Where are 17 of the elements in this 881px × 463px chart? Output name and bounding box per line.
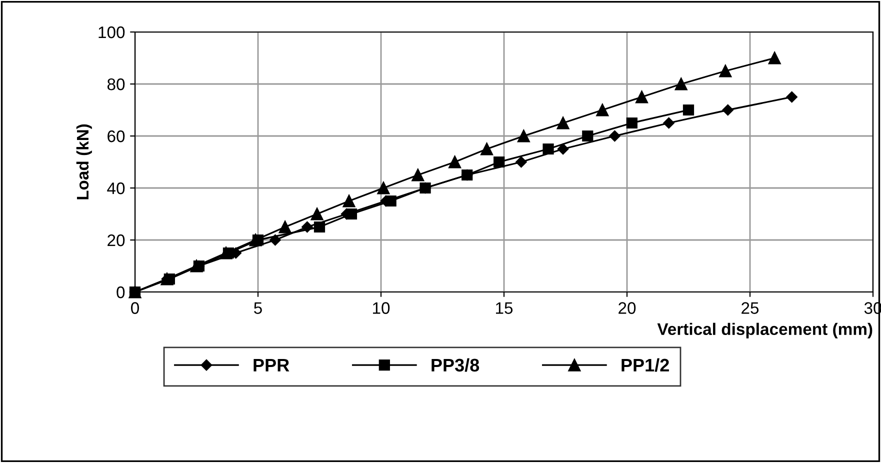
y-tick-label: 0 — [116, 286, 125, 298]
legend-label: PPR — [254, 358, 290, 372]
y-tick-label: 100 — [98, 26, 125, 38]
x-tick-label: 25 — [742, 302, 759, 314]
legend-label: PP3/8 — [432, 358, 480, 372]
y-tick-label: 80 — [107, 78, 125, 90]
y-tick-label: 20 — [108, 234, 125, 246]
x-tick-label: 20 — [618, 302, 636, 314]
x-axis-title: Vertical displacement (mm) — [657, 322, 872, 338]
x-tick-label: 0 — [131, 302, 139, 314]
legend-label: PP1/2 — [622, 358, 669, 372]
y-tick-label: 40 — [107, 182, 125, 194]
x-tick-label: 10 — [373, 302, 390, 314]
y-axis-title: Load (kN) — [76, 124, 92, 200]
x-tick-label: 15 — [496, 302, 513, 314]
x-tick-label: 5 — [254, 302, 262, 314]
y-tick-label: 60 — [108, 130, 125, 142]
